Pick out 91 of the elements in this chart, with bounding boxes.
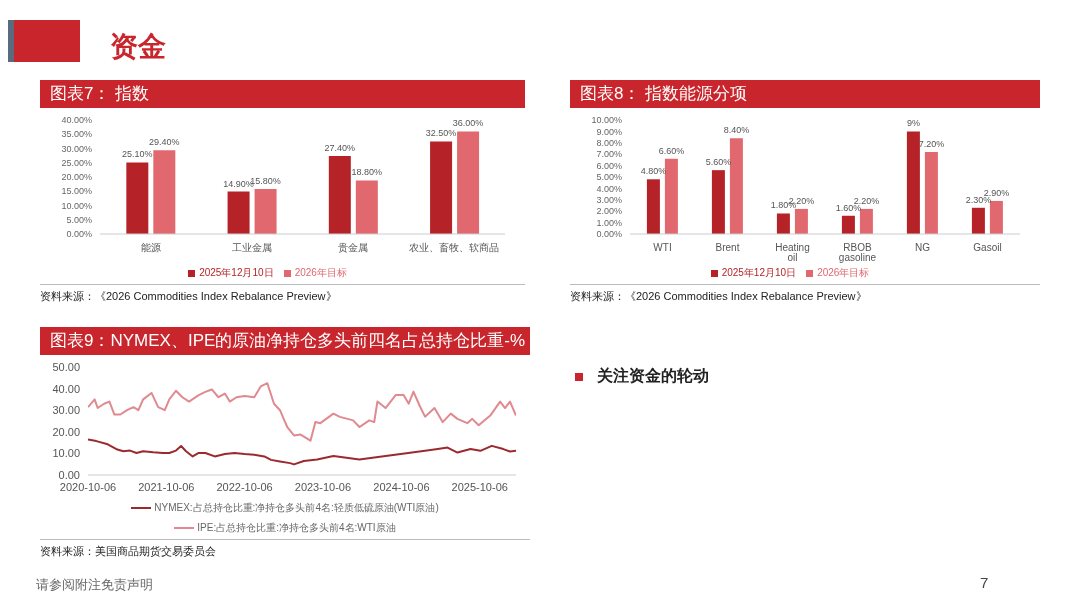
y-tick-label: 2.00%	[596, 206, 622, 217]
bar	[457, 131, 480, 234]
bar	[430, 141, 453, 234]
x-tick-label: 2020-10-06	[59, 480, 117, 493]
x-tick-label: 2024-10-06	[373, 480, 430, 493]
y-tick-label: 35.00%	[61, 129, 92, 140]
y-tick-label: 4.00%	[596, 183, 622, 194]
data-label: 2.90%	[983, 187, 1010, 198]
y-tick-label: 30.00%	[61, 143, 92, 154]
y-tick-label: 8.00%	[596, 137, 622, 148]
data-label: 18.80%	[351, 167, 383, 178]
legend-label: 2025年12月10日	[721, 267, 797, 278]
y-tick-label: 40.00%	[61, 115, 92, 126]
y-tick-label: 50.00	[52, 360, 80, 373]
text: 请参阅附注免责声明	[36, 576, 153, 594]
legend-label: 2026年目标	[817, 267, 870, 278]
data-label: 32.50%	[425, 128, 457, 139]
legend-label: 2025年12月10日	[199, 267, 274, 278]
x-tick-label: WTI	[653, 242, 672, 254]
bar	[841, 215, 855, 234]
x-tick-label: 贵金属	[338, 242, 369, 254]
x-tick-label: 2021-10-06	[138, 480, 195, 493]
text: 资料来源：《2026 Commodities Index Rebalance Preview》	[40, 289, 338, 304]
y-tick-label: 30.00	[52, 404, 80, 417]
y-tick-label: 7.00%	[596, 149, 622, 160]
chart-title: 图表9：NYMEX、IPE的原油净持仓多头前四名占总持仓比重-%	[40, 327, 530, 355]
y-tick-label: 9.00%	[596, 126, 622, 137]
bar	[254, 188, 277, 234]
x-tick-label: Gasoil	[973, 242, 1002, 254]
text: 7	[980, 574, 989, 591]
y-tick-label: 5.00%	[66, 214, 92, 225]
x-tick-label: RBOB gasoline	[838, 242, 877, 264]
bar	[227, 191, 250, 234]
bar	[711, 170, 725, 234]
text: 资料来源：美国商品期货交易委员会	[40, 544, 217, 559]
y-tick-label: 25.00%	[61, 157, 92, 168]
x-tick-label: 2025-10-06	[451, 480, 508, 493]
data-label: 9%	[906, 118, 920, 129]
text: 资金	[110, 30, 166, 64]
data-label: 27.40%	[324, 142, 356, 153]
bar	[355, 180, 378, 234]
x-tick-label: 能源	[140, 242, 161, 254]
y-tick-label: 6.00%	[596, 160, 622, 171]
bar	[776, 213, 790, 234]
y-tick-label: 5.00%	[596, 172, 622, 183]
legend-label: NYMEX:占总持仓比重:净持仓多头前4名:轻质低硫原油(WTI原油)	[154, 501, 439, 515]
chart-title: 图表8： 指数能源分项	[570, 80, 1040, 108]
y-tick-label: 10.00%	[61, 200, 92, 211]
y-tick-label: 15.00%	[61, 186, 92, 197]
chart-title: 图表7： 指数	[40, 80, 525, 108]
x-tick-label: 2023-10-06	[294, 480, 352, 493]
data-label: 2.20%	[853, 195, 880, 206]
bar	[859, 208, 873, 234]
legend-label: IPE:占总持仓比重:净持仓多头前4名:WTI原油	[197, 521, 396, 535]
data-label: 36.00%	[452, 118, 484, 129]
y-tick-label: 10.00	[52, 447, 80, 460]
bar	[989, 200, 1003, 234]
y-tick-label: 20.00	[52, 425, 80, 438]
y-tick-label: 1.00%	[596, 217, 622, 228]
line-series	[88, 438, 516, 466]
y-tick-label: 20.00%	[61, 172, 92, 183]
bar	[971, 207, 985, 234]
bar	[153, 150, 176, 234]
x-tick-label: 农业、畜牧、软商品	[409, 242, 500, 254]
bar	[126, 162, 149, 234]
data-label: 8.40%	[723, 125, 750, 136]
x-tick-label: 2022-10-06	[216, 480, 273, 493]
x-tick-label: 工业金属	[231, 242, 272, 254]
bar	[906, 131, 920, 234]
bar	[794, 208, 808, 234]
bar	[646, 179, 660, 234]
legend-label: 2026年目标	[294, 267, 347, 278]
y-tick-label: 0.00%	[596, 229, 622, 240]
bar	[664, 158, 678, 234]
y-tick-label: 3.00%	[596, 194, 622, 205]
text: 关注资金的轮动	[597, 366, 709, 386]
bar	[924, 151, 938, 234]
y-tick-label: 10.00%	[591, 115, 622, 126]
data-label: 6.60%	[658, 145, 685, 156]
y-tick-label: 0.00	[58, 468, 80, 481]
data-label: 29.40%	[149, 137, 180, 148]
x-tick-label: NG	[915, 242, 931, 254]
x-tick-label: Brent	[715, 242, 740, 254]
x-tick-label: Heating oil	[775, 242, 810, 264]
data-label: 25.10%	[122, 149, 153, 160]
bar	[729, 138, 743, 234]
bar	[328, 155, 351, 234]
line-series	[88, 382, 516, 442]
text: 资料来源：《2026 Commodities Index Rebalance Preview》	[570, 289, 868, 304]
y-tick-label: 0.00%	[66, 229, 92, 240]
y-tick-label: 40.00	[52, 382, 80, 395]
